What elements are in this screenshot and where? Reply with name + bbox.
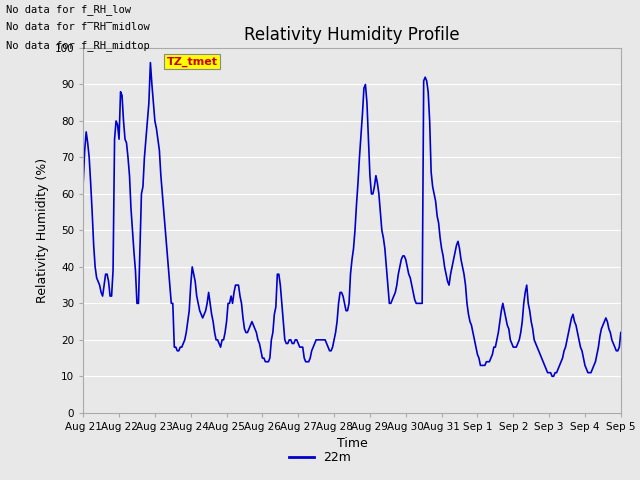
Text: No data for f̅RH̅midlow: No data for f̅RH̅midlow bbox=[6, 22, 150, 32]
Text: No data for f_RH_midtop: No data for f_RH_midtop bbox=[6, 40, 150, 51]
Y-axis label: Relativity Humidity (%): Relativity Humidity (%) bbox=[36, 158, 49, 303]
Text: No data for f_RH_low: No data for f_RH_low bbox=[6, 4, 131, 15]
Title: Relativity Humidity Profile: Relativity Humidity Profile bbox=[244, 25, 460, 44]
Legend: 22m: 22m bbox=[284, 446, 356, 469]
Text: TZ_tmet: TZ_tmet bbox=[166, 57, 218, 67]
X-axis label: Time: Time bbox=[337, 437, 367, 450]
